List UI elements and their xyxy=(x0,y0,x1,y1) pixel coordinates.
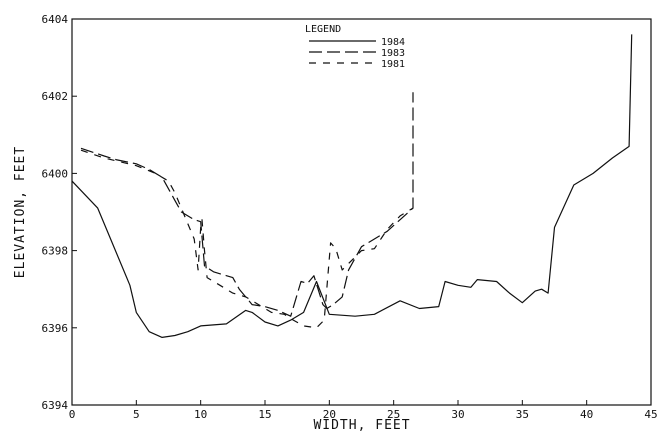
y-tick-label: 6396 xyxy=(42,322,69,335)
series-line-1984 xyxy=(71,34,633,338)
y-tick-label: 6400 xyxy=(42,167,69,180)
y-axis-title: ELEVATION, FEET xyxy=(13,146,28,278)
x-tick-label: 45 xyxy=(644,408,657,421)
series-line-1983 xyxy=(80,92,414,317)
legend-label-1981: 1981 xyxy=(381,59,405,70)
x-tick-label: 15 xyxy=(258,408,271,421)
y-tick-label: 6398 xyxy=(42,245,69,258)
y-tick-label: 6404 xyxy=(42,13,69,26)
x-axis: 0 5 10 15 20 25 30 35 40 45 xyxy=(69,400,658,421)
legend-label-1983: 1983 xyxy=(381,48,405,59)
x-tick-label: 10 xyxy=(194,408,207,421)
x-tick-label: 20 xyxy=(323,408,336,421)
y-axis: 6394 6396 6398 6400 6402 6404 xyxy=(42,13,77,412)
legend-title: LEGEND xyxy=(305,24,341,35)
x-tick-label: 35 xyxy=(516,408,529,421)
x-tick-label: 0 xyxy=(69,408,76,421)
x-tick-label: 25 xyxy=(387,408,400,421)
x-tick-label: 40 xyxy=(580,408,593,421)
plot-frame xyxy=(71,18,652,406)
series-line-1981 xyxy=(80,149,414,329)
y-tick-label: 6394 xyxy=(42,399,69,412)
legend-label-1984: 1984 xyxy=(381,37,405,48)
x-axis-title: WIDTH, FEET xyxy=(313,418,410,433)
x-tick-label: 5 xyxy=(133,408,140,421)
x-tick-label: 30 xyxy=(451,408,464,421)
y-tick-label: 6402 xyxy=(42,90,69,103)
series-layer xyxy=(71,34,633,338)
